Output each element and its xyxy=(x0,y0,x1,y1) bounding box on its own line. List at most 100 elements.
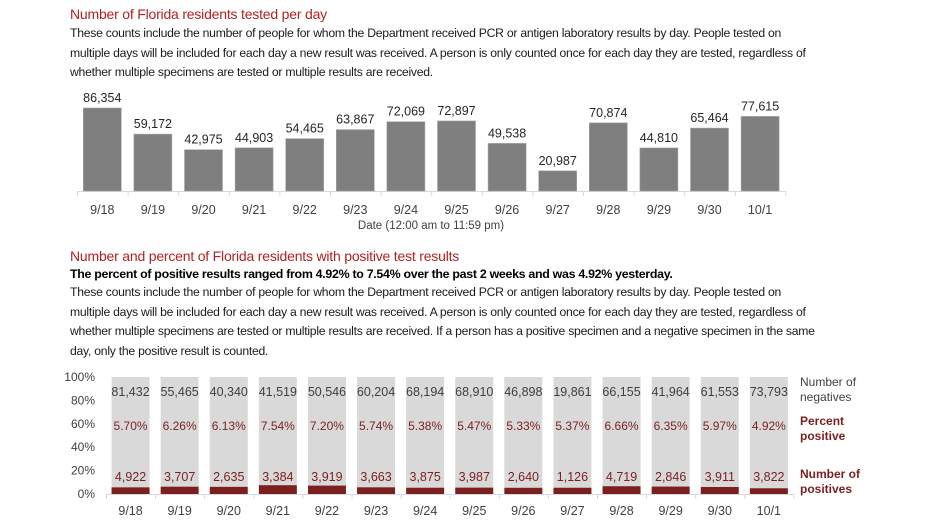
positives-bar-9-24 xyxy=(406,487,445,494)
negatives-label: 66,155 xyxy=(602,385,640,399)
y-tick-label: 100% xyxy=(64,370,95,384)
positives-bar-9-29 xyxy=(651,486,690,494)
negatives-bar-9-22 xyxy=(307,377,346,486)
percent-positive-label: 6.35% xyxy=(654,419,688,433)
legend-entry-line2: negatives xyxy=(800,390,851,404)
positives-label: 3,875 xyxy=(410,470,441,484)
bar-9-24 xyxy=(386,121,426,192)
positive-range-summary: The percent of positive results ranged f… xyxy=(70,267,673,281)
positives-label: 2,635 xyxy=(213,470,244,484)
positives-label: 3,987 xyxy=(459,470,490,484)
positives-label: 3,707 xyxy=(164,470,195,484)
percent-positive-label: 6.66% xyxy=(605,419,639,433)
data-label: 59,172 xyxy=(134,117,172,131)
legend-entry-line1: Percent xyxy=(800,414,844,428)
tested-section-title: Number of Florida residents tested per d… xyxy=(70,6,327,22)
positives-label: 1,126 xyxy=(557,470,588,484)
percent-positive-label: 5.38% xyxy=(408,419,442,433)
bar-9-30 xyxy=(690,127,729,192)
x-tick-label: 9/22 xyxy=(315,504,339,518)
negatives-bar-9-18 xyxy=(111,377,150,488)
positives-label: 4,719 xyxy=(606,470,637,484)
negatives-bar-9-27 xyxy=(553,377,592,488)
data-label: 77,615 xyxy=(741,99,779,113)
x-tick-label: 9/19 xyxy=(141,203,165,217)
negatives-label: 61,553 xyxy=(701,385,739,399)
x-tick-label: 9/26 xyxy=(495,203,519,217)
bar-9-28 xyxy=(588,122,628,192)
x-tick-label: 9/18 xyxy=(118,504,142,518)
legend-entry-line2: positive xyxy=(800,429,846,443)
x-tick-label: 9/25 xyxy=(444,203,468,217)
negatives-label: 41,519 xyxy=(259,385,297,399)
percent-positive-label: 5.47% xyxy=(457,419,491,433)
x-tick-label: 9/26 xyxy=(511,504,535,518)
positive-section-description: These counts include the number of peopl… xyxy=(70,285,815,358)
negatives-label: 68,910 xyxy=(455,385,493,399)
positives-bar-9-20 xyxy=(209,486,248,494)
x-tick-label: 9/23 xyxy=(343,203,367,217)
x-tick-label: 9/29 xyxy=(658,504,682,518)
positives-bar-10-1 xyxy=(749,488,788,494)
x-tick-label: 9/27 xyxy=(560,504,584,518)
x-tick-label: 9/23 xyxy=(364,504,388,518)
data-label: 70,874 xyxy=(589,106,627,120)
negatives-label: 19,861 xyxy=(553,385,591,399)
percent-positive-label: 5.74% xyxy=(359,419,393,433)
positives-bar-9-18 xyxy=(111,487,150,494)
negatives-label: 55,465 xyxy=(161,385,199,399)
negatives-bar-9-23 xyxy=(357,377,396,488)
positives-bar-9-23 xyxy=(357,487,396,494)
x-tick-label: 9/18 xyxy=(90,203,114,217)
negatives-label: 46,898 xyxy=(504,385,542,399)
positives-bar-9-22 xyxy=(307,485,346,494)
x-tick-label: 9/27 xyxy=(546,203,570,217)
x-tick-label: 9/20 xyxy=(191,203,215,217)
negatives-bar-9-25 xyxy=(455,377,494,488)
percent-positive-label: 7.54% xyxy=(261,419,295,433)
percent-positive-label: 5.37% xyxy=(555,419,589,433)
positives-label: 4,922 xyxy=(115,470,146,484)
x-tick-label: 10/1 xyxy=(748,203,772,217)
data-label: 72,069 xyxy=(387,105,425,119)
x-axis-title: Date (12:00 am to 11:59 pm) xyxy=(358,220,504,232)
x-tick-label: 9/19 xyxy=(167,504,191,518)
negatives-bar-9-20 xyxy=(209,377,248,487)
y-tick-label: 80% xyxy=(71,393,95,407)
x-tick-label: 9/21 xyxy=(242,203,266,217)
positives-label: 2,846 xyxy=(655,470,686,484)
x-tick-label: 9/29 xyxy=(647,203,671,217)
x-tick-label: 9/30 xyxy=(708,504,732,518)
tested-section-description: These counts include the number of peopl… xyxy=(70,26,806,79)
percent-positive-label: 5.33% xyxy=(506,419,540,433)
negatives-bar-10-1 xyxy=(749,377,788,489)
positives-bar-9-28 xyxy=(602,486,641,494)
bar-10-1 xyxy=(740,116,780,192)
x-tick-label: 9/24 xyxy=(394,203,418,217)
positives-label: 2,640 xyxy=(508,470,539,484)
legend-entry-line1: Number of xyxy=(800,467,861,481)
bar-9-27 xyxy=(538,170,578,192)
negatives-bar-9-28 xyxy=(602,377,641,487)
legend-entry-line1: Number of xyxy=(800,375,857,389)
bar-9-29 xyxy=(639,147,679,192)
x-tick-label: 9/25 xyxy=(462,504,486,518)
y-tick-label: 60% xyxy=(71,417,95,431)
data-label: 44,810 xyxy=(640,131,678,145)
data-label: 49,538 xyxy=(488,126,526,140)
x-tick-label: 9/28 xyxy=(609,504,633,518)
negatives-label: 81,432 xyxy=(111,385,149,399)
bar-9-19 xyxy=(133,133,173,192)
positives-bar-9-30 xyxy=(700,487,739,494)
data-label: 54,465 xyxy=(286,122,324,136)
positive-section-title: Number and percent of Florida residents … xyxy=(70,248,460,264)
negatives-label: 50,546 xyxy=(308,385,346,399)
percent-positive-label: 6.13% xyxy=(212,419,246,433)
data-label: 72,897 xyxy=(437,104,475,118)
percent-positive-label: 6.26% xyxy=(163,419,197,433)
positives-label: 3,663 xyxy=(360,470,391,484)
negatives-label: 41,964 xyxy=(652,385,690,399)
legend-entry-line2: positives xyxy=(800,482,852,496)
